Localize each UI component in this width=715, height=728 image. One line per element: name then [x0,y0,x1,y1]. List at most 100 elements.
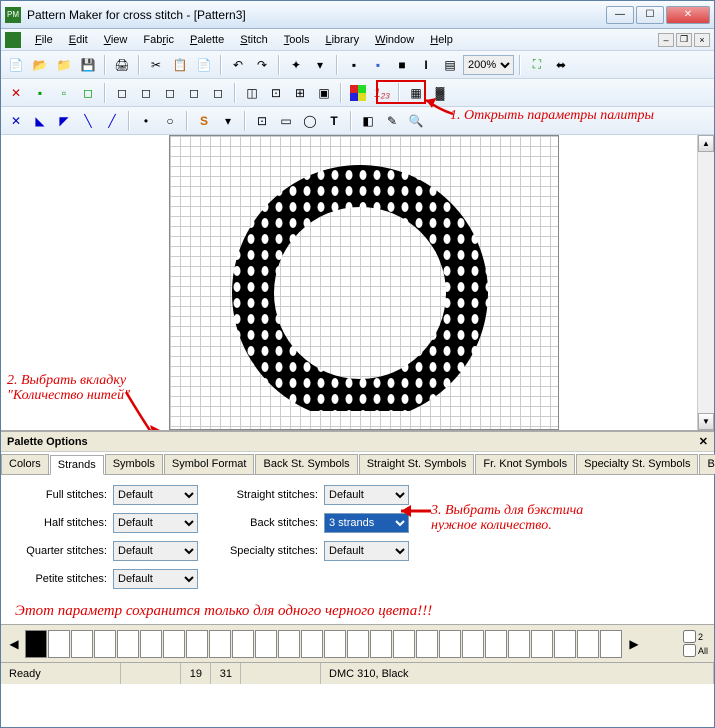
maximize-button[interactable]: ☐ [636,6,664,24]
swatch-empty[interactable] [301,630,323,658]
eyedrop-icon[interactable]: ✎ [381,110,403,132]
fit-green-icon[interactable]: ⛶ [526,54,548,76]
mdi-close-button[interactable]: × [694,33,710,47]
sel-circ-icon[interactable]: ◯ [299,110,321,132]
diag2-icon[interactable]: ╱ [101,110,123,132]
select-petite[interactable]: Default [113,569,198,589]
menu-view[interactable]: View [96,32,136,48]
swatch-right-button[interactable]: ▶ [623,633,645,655]
swatch-empty[interactable] [577,630,599,658]
fill-icon[interactable]: ◧ [357,110,379,132]
swatch-empty[interactable] [370,630,392,658]
swatch-empty[interactable] [117,630,139,658]
cut-icon[interactable]: ✂ [145,54,167,76]
menu-edit[interactable]: Edit [61,32,96,48]
tool-dot1-icon[interactable]: ◫ [241,82,263,104]
menu-window[interactable]: Window [367,32,422,48]
open-icon[interactable]: 📂 [29,54,51,76]
swatch-empty[interactable] [94,630,116,658]
select-straight[interactable]: Default [324,485,409,505]
menu-help[interactable]: Help [422,32,461,48]
swatch-left-button[interactable]: ◀ [3,633,25,655]
swatch-empty[interactable] [462,630,484,658]
tool-dot3-icon[interactable]: ⊞ [289,82,311,104]
swatch-empty[interactable] [48,630,70,658]
swatch-black[interactable] [25,630,47,658]
select-specialty[interactable]: Default [324,541,409,561]
copy-icon[interactable]: 📋 [169,54,191,76]
grid-icon[interactable]: ▦ [405,82,427,104]
tool-w3-icon[interactable]: ◻ [159,82,181,104]
tab-specialty-symbols[interactable]: Specialty St. Symbols [576,454,698,474]
swatch-empty[interactable] [255,630,277,658]
tab-back-symbols[interactable]: Back St. Symbols [255,454,357,474]
scroll-down-button[interactable]: ▼ [698,413,714,430]
check-all[interactable]: All [683,644,708,657]
list-icon[interactable]: ▤ [439,54,461,76]
swatch-empty[interactable] [347,630,369,658]
chevdn-icon[interactable]: ▾ [309,54,331,76]
x-red-icon[interactable]: ✕ [5,82,27,104]
swatch-empty[interactable] [278,630,300,658]
tab-straight-symbols[interactable]: Straight St. Symbols [359,454,475,474]
sel-dot-icon[interactable]: ⊡ [251,110,273,132]
box-black2-icon[interactable]: ■ [391,54,413,76]
swatch-empty[interactable] [554,630,576,658]
half2-icon[interactable]: ◤ [53,110,75,132]
tab-strands[interactable]: Strands [50,455,104,475]
tool-w2-icon[interactable]: ◻ [135,82,157,104]
fit-h-icon[interactable]: ⬌ [550,54,572,76]
swatch-empty[interactable] [393,630,415,658]
x-blue-icon[interactable]: ✕ [5,110,27,132]
mdi-restore-button[interactable]: ❐ [676,33,692,47]
palette-colors-icon[interactable] [347,82,369,104]
save-icon[interactable]: 💾 [77,54,99,76]
select-half[interactable]: Default [113,513,198,533]
menu-palette[interactable]: Palette [182,32,232,48]
undo-icon[interactable]: ↶ [227,54,249,76]
tool-g1-icon[interactable]: ▪ [29,82,51,104]
sparkle-icon[interactable]: ✦ [285,54,307,76]
swatch-empty[interactable] [163,630,185,658]
print-icon[interactable]: 🖨 [111,54,133,76]
tool-g3-icon[interactable]: ◻ [77,82,99,104]
open2-icon[interactable]: 📁 [53,54,75,76]
minimize-button[interactable]: — [606,6,634,24]
tab-knot-symbols[interactable]: Fr. Knot Symbols [475,454,575,474]
tool-w5-icon[interactable]: ◻ [207,82,229,104]
swatch-empty[interactable] [140,630,162,658]
swatch-empty[interactable] [508,630,530,658]
swatch-empty[interactable] [439,630,461,658]
scroll-up-button[interactable]: ▲ [698,135,714,152]
tab-symbol-format[interactable]: Symbol Format [164,454,255,474]
box-black-icon[interactable]: ▪ [343,54,365,76]
redo-icon[interactable]: ↷ [251,54,273,76]
text-icon[interactable]: T [323,110,345,132]
bold-icon[interactable]: I [415,54,437,76]
grid2-icon[interactable]: ▓ [429,82,451,104]
select-back[interactable]: 3 strands [324,513,409,533]
tab-bead[interactable]: Bead [699,454,715,474]
close-button[interactable]: ✕ [666,6,710,24]
dot-icon[interactable]: • [135,110,157,132]
swatch-empty[interactable] [485,630,507,658]
mdi-minimize-button[interactable]: – [658,33,674,47]
swatch-empty[interactable] [71,630,93,658]
swatch-empty[interactable] [186,630,208,658]
half1-icon[interactable]: ◣ [29,110,51,132]
new-icon[interactable]: 📄 [5,54,27,76]
palette-text-icon[interactable]: 1₂₃ [371,82,393,104]
check-2[interactable]: 2 [683,630,708,643]
menu-stitch[interactable]: Stitch [232,32,276,48]
circle-icon[interactable]: ○ [159,110,181,132]
tab-colors[interactable]: Colors [1,454,49,474]
tool-w1-icon[interactable]: ◻ [111,82,133,104]
tool-w4-icon[interactable]: ◻ [183,82,205,104]
canvas-area[interactable]: 2. Выбрать вкладку "Количество нитей" ▲ … [1,135,714,430]
menu-library[interactable]: Library [317,32,367,48]
menu-file[interactable]: File [27,32,61,48]
s-dn-icon[interactable]: ▾ [217,110,239,132]
swatch-empty[interactable] [416,630,438,658]
diag1-icon[interactable]: ╲ [77,110,99,132]
paste-icon[interactable]: 📄 [193,54,215,76]
